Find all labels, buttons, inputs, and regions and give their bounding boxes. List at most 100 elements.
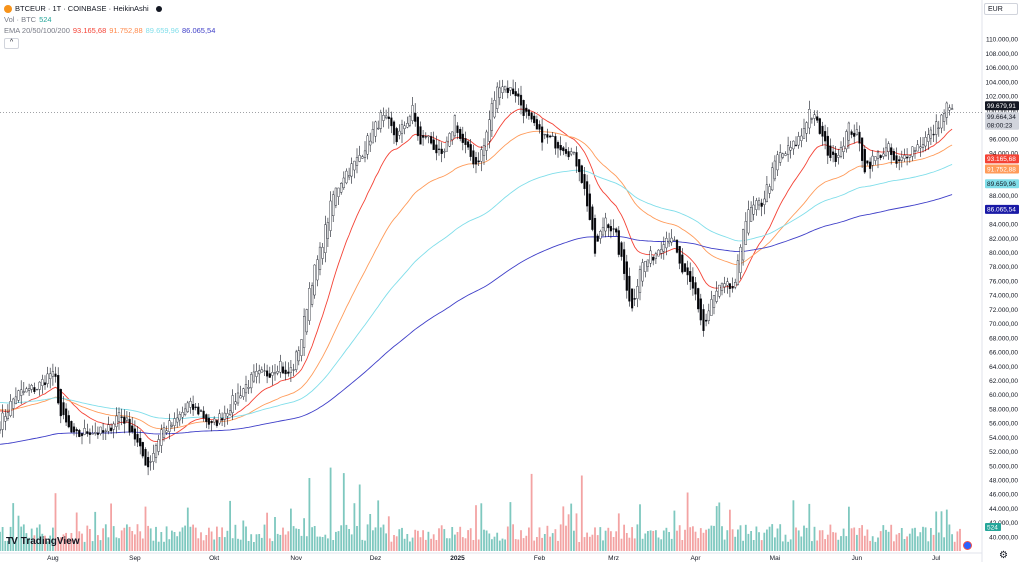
volume-bar [186,507,189,551]
volume-bar [760,540,763,551]
candle-body [805,122,808,134]
candle-body [125,417,128,421]
candle-body [247,387,250,389]
volume-bar [599,527,602,551]
candle-body [408,116,411,126]
candle-body [197,406,200,415]
candle-body [924,136,927,147]
ema-legend-row[interactable]: EMA 20/50/100/200 93.165,68 91.752,88 89… [4,25,215,36]
candle-body [453,115,456,137]
volume-bar [149,528,152,551]
candle-body [445,140,448,152]
candle-body [435,144,438,154]
gear-icon[interactable]: ⚙ [999,550,1008,561]
volume-bar [200,532,202,551]
candle-body [816,116,819,121]
volume-bar [908,533,911,551]
candle-body [707,310,710,321]
volume-bar [514,539,517,551]
price-axis[interactable]: 110.000,00 108.000,00 106.000,00 104.000,00… [981,0,1018,562]
volume-bar [737,529,739,551]
volume-bar [898,533,901,551]
volume-bar [237,538,239,551]
volume-bar [536,537,538,551]
candle-body [231,395,234,413]
volume-bar [906,536,908,551]
candle-body [638,269,642,293]
volume-bar [530,473,533,551]
volume-bar [99,540,102,551]
candle-body [683,263,687,272]
volume-bar [144,506,147,551]
volume-bar [935,511,938,551]
candle-body [853,132,856,137]
candle-body [879,155,882,158]
candle-body [813,114,816,119]
time-axis[interactable]: Aug Sep Okt Nov Dez 2025 Feb Mrz Apr Mai Jun Jul [0,552,982,562]
candle-body [697,288,700,310]
candle-body [604,217,607,232]
volume-bar [239,539,242,551]
candle-body [374,121,377,137]
volume-bar [136,524,139,551]
countdown-tag: 08:00:23 [987,123,1013,130]
candle-body [83,428,86,435]
volume-bar [829,524,832,551]
volume-bar [784,534,787,551]
x-tick-label: Nov [290,555,302,562]
candle-body [768,186,771,194]
volume-bar [382,524,385,551]
volume-bar [771,524,774,551]
volume-bar [734,536,737,551]
volume-bar [930,528,932,551]
collapse-legend-button[interactable]: ^ [4,38,19,49]
candle-body [932,133,935,136]
candle-body [916,144,919,152]
candle-body [385,115,388,119]
volume-bar [617,513,620,551]
candle-body [14,396,17,404]
candle-body [493,99,496,118]
volume-bar [427,531,430,551]
candle-body [279,361,282,373]
volume-bar [657,537,660,551]
candle-body [358,155,361,162]
volume-bar [710,525,713,551]
candle-body [194,406,197,408]
candle-body [588,193,591,220]
volume-bar [131,531,134,551]
currency-button[interactable]: EUR [984,3,1018,15]
volume-bar [498,540,501,551]
candle-body [345,170,348,184]
candle-body [554,136,557,149]
timezone-icon[interactable] [963,541,972,550]
volume-legend-row[interactable]: Vol · BTC 524 [4,14,215,25]
candle-body [596,235,599,242]
volume-bar [157,541,160,551]
volume-bar [562,506,565,551]
symbol-row[interactable]: BTCEUR · 1T · COINBASE · HeikinAshi [4,3,215,14]
candle-body [35,389,39,391]
volume-bar [38,524,41,551]
volume-bar [366,524,369,551]
candle-body [702,309,705,331]
tradingview-logo[interactable]: TV TradingView [6,536,80,547]
volume-bar [850,528,853,551]
candle-body [514,91,517,97]
candle-body [538,124,541,130]
candle-body [313,264,316,296]
candle-body [728,283,731,290]
candle-body [64,408,68,423]
volume-bar [97,535,99,551]
candle-body [649,250,652,264]
volume-bar [660,539,663,551]
candle-body [884,147,888,156]
volume-bar [216,526,218,551]
volume-bar [686,492,689,551]
candle-body [586,181,589,207]
ema200-tag: 86.065,54 [987,207,1016,214]
candle-body [239,395,242,399]
candle-body [422,135,425,138]
volume-bar [440,525,443,551]
